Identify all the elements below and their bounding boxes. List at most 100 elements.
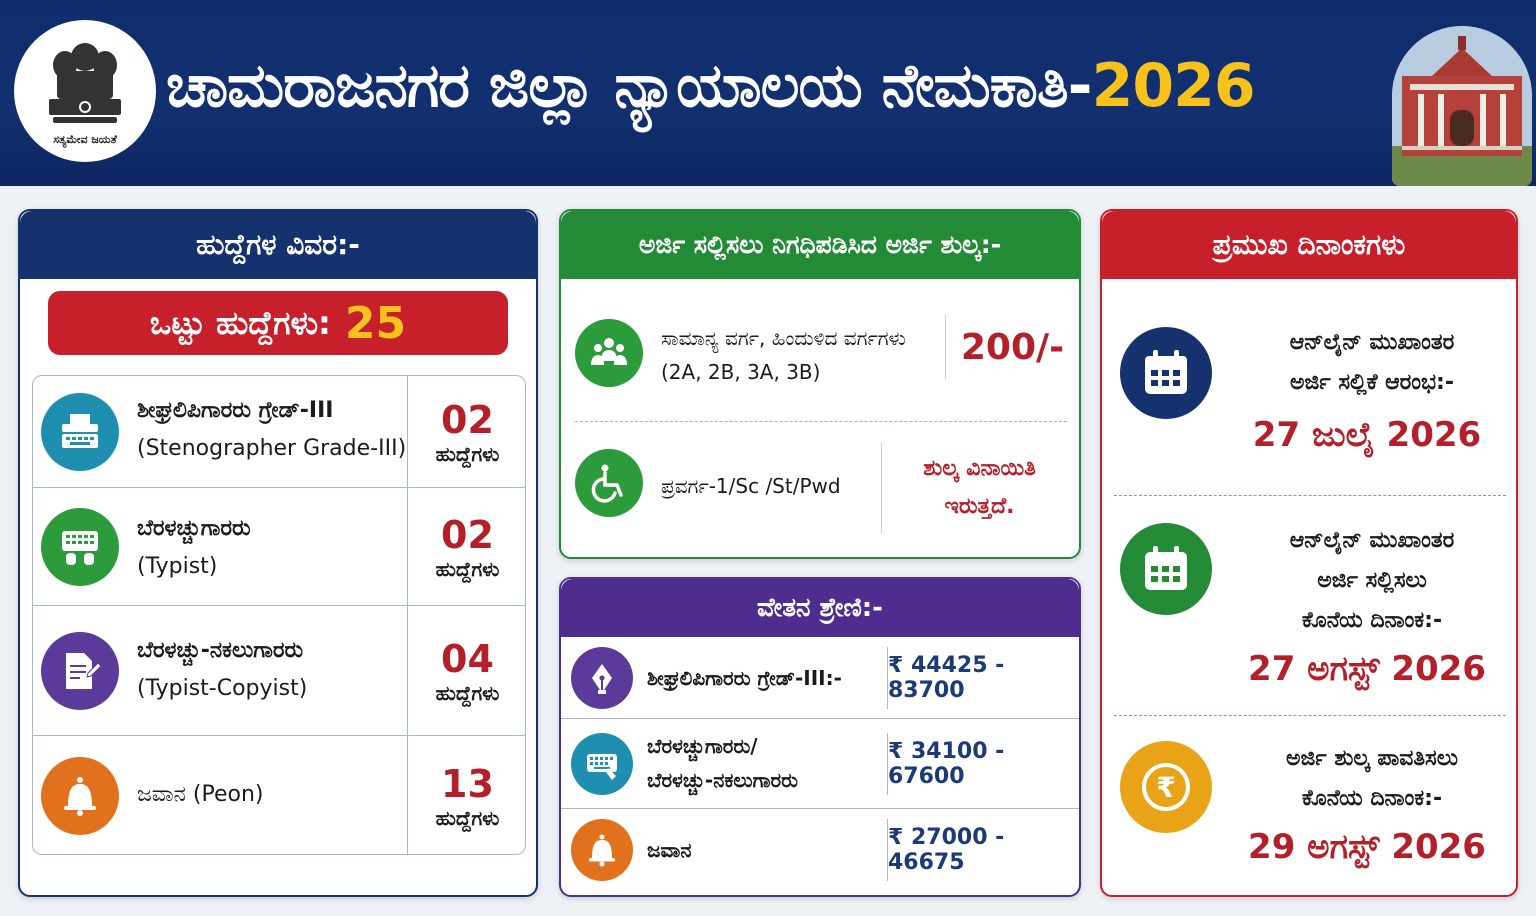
emblem-motto: ಸತ್ಯಮೇವ ಜಯತೆ [53,133,117,146]
total-posts-value: 25 [344,297,407,349]
fee-category: ಸಾಮಾನ್ಯ ವರ್ಗ, ಹಿಂದುಳಿದ ವರ್ಗಗಳು (2A, 2B, … [661,321,906,389]
pay-post-name: ಜವಾನ [647,838,692,862]
date-label: ಆನ್‌ಲೈನ್ ಮುಖಾಂತರ ಅರ್ಜಿ ಸಲ್ಲಿಕೆ ಆರಂಭ:- [1232,323,1512,403]
pay-range: ₹ 34100 - 67600 [887,733,1079,795]
post-name: ಬೆರಳಚ್ಚು-ನಕಲುಗಾರರು (Typist-Copyist) [137,632,407,708]
fee-exemption: ಶುಲ್ಕ ವಿನಾಯಿತಿ ಇರುತ್ತದೆ. [881,443,1077,533]
date-label-line1: ಆನ್‌ಲೈನ್ ಮುಖಾಂತರ [1289,528,1455,553]
group-icon [575,319,643,387]
pay-row-stenographer: ಶೀಘ್ರಲಿಪಿಗಾರರು ಗ್ರೇಡ್-III:- ₹ 44425 - 83… [561,637,1079,719]
post-count-unit: ಹುದ್ದೆಗಳು [435,806,500,830]
posts-heading: ಹುದ್ದೆಗಳ ವಿವರ:- [20,211,536,279]
pay-range: ₹ 44425 - 83700 [887,647,1079,709]
typing-keyboard-icon [41,508,119,586]
calendar-icon [1120,523,1212,615]
pay-post-name: ಶೀಘ್ರಲಿಪಿಗಾರರು ಗ್ರೇಡ್-III:- [647,666,842,690]
pay-scale-panel: ವೇತನ ಶ್ರೇಣಿ:- ಶೀಘ್ರಲಿಪಿಗಾರರು ಗ್ರೇಡ್-III:… [559,577,1081,897]
fee-row-general: ಸಾಮಾನ್ಯ ವರ್ಗ, ಹಿಂದುಳಿದ ವರ್ಗಗಳು (2A, 2B, … [561,311,1079,401]
post-name: ಬೆರಳಚ್ಚುಗಾರರು (Typist) [137,510,407,586]
post-count-unit: ಹುದ್ದೆಗಳು [435,680,500,705]
court-building-image [1392,26,1532,186]
pay-range: ₹ 27000 - 46675 [887,819,1079,881]
lion-capital-icon [49,43,121,123]
date-row-application-start: ಆನ್‌ಲೈನ್ ಮುಖಾಂತರ ಅರ್ಜಿ ಸಲ್ಲಿಕೆ ಆರಂಭ:- 27… [1102,311,1516,491]
date-label: ಅರ್ಜಿ ಶುಲ್ಕ ಪಾವತಿಸಲು ಕೊನೆಯ ದಿನಾಂಕ:- [1232,739,1512,819]
pay-row-peon: ಜವಾನ ₹ 27000 - 46675 [561,809,1079,895]
post-name-kn: ಜವಾನ (Peon) [137,782,264,807]
pay-heading: ವೇತನ ಶ್ರೇಣಿ:- [561,579,1079,637]
date-label-line2: ಅರ್ಜಿ ಸಲ್ಲಿಸಲು [1317,568,1427,593]
posts-panel: ಹುದ್ದೆಗಳ ವಿವರ:- ಒಟ್ಟು ಹುದ್ದೆಗಳು: 25 ಶೀಘ್… [18,209,538,897]
post-count-value: 02 [441,512,494,557]
post-count: 04 ಹುದ್ದೆಗಳು [407,606,525,735]
bell-icon [571,819,633,881]
page-title: ಚಾಮರಾಜನಗರ ಜಿಲ್ಲಾ ನ್ಯಾಯಾಲಯ ನೇಮಕಾತಿ-2026 [166,36,1396,136]
post-row-typist: ಬೆರಳಚ್ಚುಗಾರರು (Typist) 02 ಹುದ್ದೆಗಳು [33,488,525,606]
date-divider [1114,495,1506,496]
svg-text:₹: ₹ [1156,771,1175,804]
post-name-kn: ಬೆರಳಚ್ಚು-ನಕಲುಗಾರರು [137,638,304,663]
title-year: 2026 [1091,51,1256,121]
fee-heading: ಅರ್ಜಿ ಸಲ್ಲಿಸಲು ನಿಗಧಿಪಡಿಸಿದ ಅರ್ಜಿ ಶುಲ್ಕ:- [561,211,1079,279]
date-label-line3: ಕೊನೆಯ ದಿನಾಂಕ:- [1301,608,1443,633]
post-count-unit: ಹುದ್ದೆಗಳು [435,441,500,466]
post-name: ಶೀಘ್ರಲಿಪಿಗಾರರು ಗ್ರೇಡ್-III (Stenographer … [137,392,407,468]
pay-post-name-line2: ಬೆರಳಚ್ಚು-ನಕಲುಗಾರರು [647,768,799,792]
calendar-icon [1120,327,1212,419]
fee-row-exempt: ಪ್ರವರ್ಗ-1/Sc /St/Pwd ಶುಲ್ಕ ವಿನಾಯಿತಿ ಇರುತ… [561,439,1079,539]
date-label-line2: ಕೊನೆಯ ದಿನಾಂಕ:- [1301,786,1443,811]
keyboard-icon [571,733,633,795]
fee-category: ಪ್ರವರ್ಗ-1/Sc /St/Pwd [661,469,841,503]
post-count: 13 ಹುದ್ದೆಗಳು [407,736,525,854]
total-posts-label: ಒಟ್ಟು ಹುದ್ದೆಗಳು: [149,303,331,342]
date-label-line1: ಆನ್‌ಲೈನ್ ಮುಖಾಂತರ [1289,330,1455,355]
date-divider [1114,715,1506,716]
fee-category-line1: ಸಾಮಾನ್ಯ ವರ್ಗ, ಹಿಂದುಳಿದ ವರ್ಗಗಳು [661,326,906,350]
pay-post-name-line1: ಬೆರಳಚ್ಚುಗಾರರು/ [647,734,758,758]
application-fee-panel: ಅರ್ಜಿ ಸಲ್ಲಿಸಲು ನಿಗಧಿಪಡಿಸಿದ ಅರ್ಜಿ ಶುಲ್ಕ:-… [559,209,1081,559]
date-row-fee-payment-end: ₹ ಅರ್ಜಿ ಶುಲ್ಕ ಪಾವತಿಸಲು ಕೊನೆಯ ದಿನಾಂಕ:- 29… [1102,727,1516,897]
post-name: ಜವಾನ (Peon) [137,776,407,814]
post-name-en: (Typist) [137,554,218,579]
pay-row-typist: ಬೆರಳಚ್ಚುಗಾರರು/ ಬೆರಳಚ್ಚು-ನಕಲುಗಾರರು ₹ 3410… [561,719,1079,809]
date-label: ಆನ್‌ಲೈನ್ ಮುಖಾಂತರ ಅರ್ಜಿ ಸಲ್ಲಿಸಲು ಕೊನೆಯ ದಿ… [1232,521,1512,641]
post-count-value: 13 [441,762,494,806]
post-name-en: (Stenographer Grade-III) [137,436,407,461]
post-count: 02 ಹುದ್ದೆಗಳು [407,488,525,605]
posts-table: ಶೀಘ್ರಲಿಪಿಗಾರರು ಗ್ರೇಡ್-III (Stenographer … [32,375,526,855]
pay-post-name: ಬೆರಳಚ್ಚುಗಾರರು/ ಬೆರಳಚ್ಚು-ನಕಲುಗಾರರು [647,729,798,797]
post-count-unit: ಹುದ್ದೆಗಳು [435,556,500,581]
document-edit-icon [41,632,119,710]
date-value: 27 ಅಗಸ್ಟ್ 2026 [1248,649,1486,689]
post-row-peon: ಜವಾನ (Peon) 13 ಹುದ್ದೆಗಳು [33,736,525,854]
total-posts-badge: ಒಟ್ಟು ಹುದ್ದೆಗಳು: 25 [48,291,508,355]
fee-exemption-line2: ಇರುತ್ತದೆ. [944,494,1015,519]
post-name-en: (Typist-Copyist) [137,676,308,701]
header-banner: ಸತ್ಯಮೇವ ಜಯತೆ ಚಾಮರಾಜನಗರ ಜಿಲ್ಲಾ ನ್ಯಾಯಾಲಯ ನ… [0,0,1536,186]
rupee-coin-icon: ₹ [1120,741,1212,833]
post-name-kn: ಶೀಘ್ರಲಿಪಿಗಾರರು ಗ್ರೇಡ್-III [137,398,334,423]
post-row-typist-copyist: ಬೆರಳಚ್ಚು-ನಕಲುಗಾರರು (Typist-Copyist) 04 ಹ… [33,606,525,736]
fee-category-line1: ಪ್ರವರ್ಗ-1/Sc /St/Pwd [661,474,841,498]
post-count-value: 04 [441,636,494,681]
title-text: ಚಾಮರಾಜನಗರ ಜಿಲ್ಲಾ ನ್ಯಾಯಾಲಯ ನೇಮಕಾತಿ- [166,51,1093,121]
post-count: 02 ಹುದ್ದೆಗಳು [407,376,525,487]
fee-exemption-line1: ಶುಲ್ಕ ವಿನಾಯಿತಿ [923,456,1036,481]
post-row-stenographer: ಶೀಘ್ರಲಿಪಿಗಾರರು ಗ್ರೇಡ್-III (Stenographer … [33,376,525,488]
post-name-kn: ಬೆರಳಚ್ಚುಗಾರರು [137,516,251,541]
important-dates-panel: ಪ್ರಮುಖ ದಿನಾಂಕಗಳು ಆನ್‌ಲೈನ್ ಮುಖಾಂತರ ಅರ್ಜಿ … [1100,209,1518,897]
fee-category-line2: (2A, 2B, 3A, 3B) [661,360,821,384]
post-count-value: 02 [441,397,494,442]
dates-heading: ಪ್ರಮುಖ ದಿನಾಂಕಗಳು [1102,211,1516,279]
wheelchair-icon [575,449,643,517]
date-value: 27 ಜುಲೈ 2026 [1252,415,1482,455]
date-value: 29 ಅಗಸ್ಟ್ 2026 [1248,827,1486,867]
fee-amount: 200/- [945,315,1079,379]
date-label-line1: ಅರ್ಜಿ ಶುಲ್ಕ ಪಾವತಿಸಲು [1286,746,1458,771]
bell-icon [41,757,119,835]
national-emblem-logo: ಸತ್ಯಮೇವ ಜಯತೆ [14,20,156,162]
pen-nib-icon [571,647,633,709]
fee-divider [575,421,1067,422]
date-label-line2: ಅರ್ಜಿ ಸಲ್ಲಿಕೆ ಆರಂಭ:- [1290,370,1454,395]
date-row-application-end: ಆನ್‌ಲೈನ್ ಮುಖಾಂತರ ಅರ್ಜಿ ಸಲ್ಲಿಸಲು ಕೊನೆಯ ದಿ… [1102,507,1516,707]
